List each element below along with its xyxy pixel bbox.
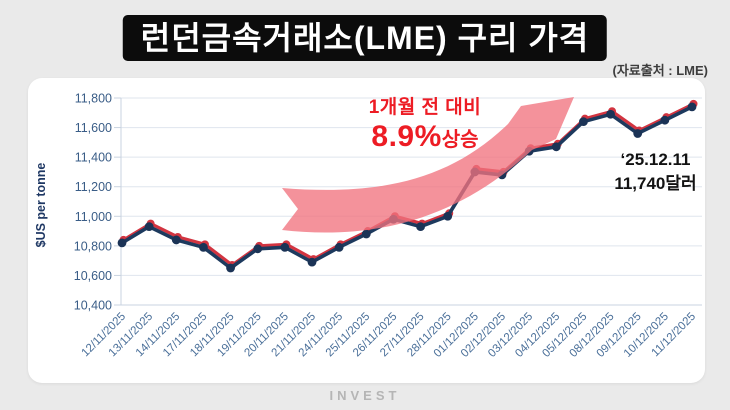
svg-text:10,400: 10,400 — [74, 299, 112, 313]
chart-card: 10,400 10,600 10,800 11,000 11,200 11,400 11,6… — [28, 78, 705, 383]
data-source-note: (자료출처 : LME) — [612, 63, 709, 78]
svg-text:10,800: 10,800 — [74, 239, 112, 253]
footer-brand: INVEST — [329, 388, 401, 403]
trend-up-arrow — [282, 97, 574, 233]
page-title-text: 런던금속거래소(LME) 구리 가격 — [140, 20, 590, 56]
page-title: 런던금속거래소(LME) 구리 가격 — [122, 15, 608, 61]
svg-text:$US per tonne: $US per tonne — [34, 163, 48, 248]
svg-text:10,600: 10,600 — [74, 269, 112, 283]
svg-text:11,800: 11,800 — [75, 92, 112, 106]
price-line-chart: 10,400 10,600 10,800 11,000 11,200 11,400 11,6… — [34, 92, 702, 360]
svg-text:11,000: 11,000 — [75, 210, 112, 224]
svg-text:11,600: 11,600 — [75, 121, 112, 135]
svg-text:11,200: 11,200 — [75, 180, 112, 194]
svg-text:11,400: 11,400 — [75, 151, 112, 165]
